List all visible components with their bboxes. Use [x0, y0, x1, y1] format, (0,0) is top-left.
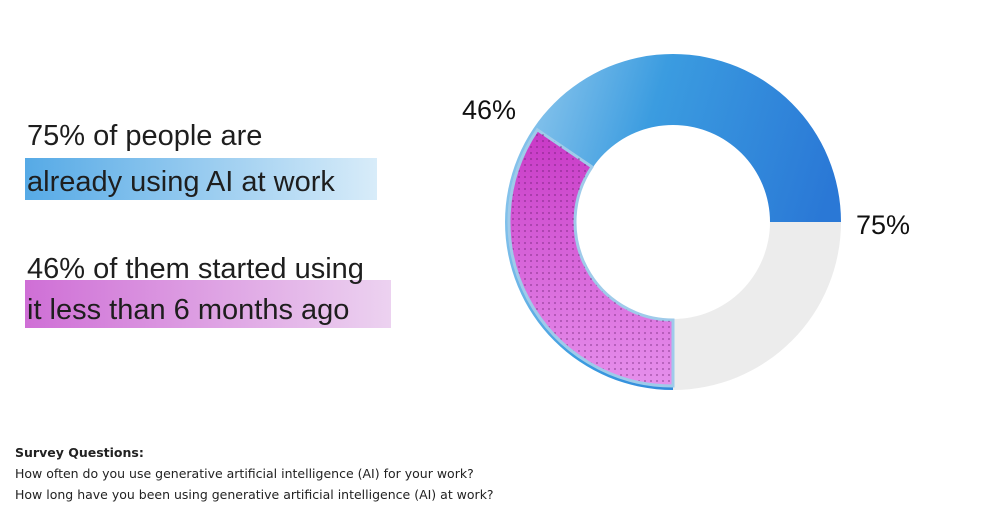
headline: 75% of people are	[27, 120, 262, 152]
footnote-title: Survey Questions:	[15, 445, 144, 460]
headline: it less than 6 months ago	[27, 294, 349, 326]
footnote-line: How long have you been using generative …	[15, 487, 494, 502]
highlight	[25, 158, 377, 200]
highlight	[25, 280, 391, 328]
donut-remainder	[673, 222, 841, 390]
value-label: 46%	[462, 95, 516, 125]
value-label: 75%	[856, 210, 910, 240]
dot-texture	[510, 130, 673, 385]
headline: already using AI at work	[27, 166, 335, 198]
headline: 46% of them started using	[27, 253, 364, 285]
footnote-line: How often do you use generative artifici…	[15, 466, 474, 481]
